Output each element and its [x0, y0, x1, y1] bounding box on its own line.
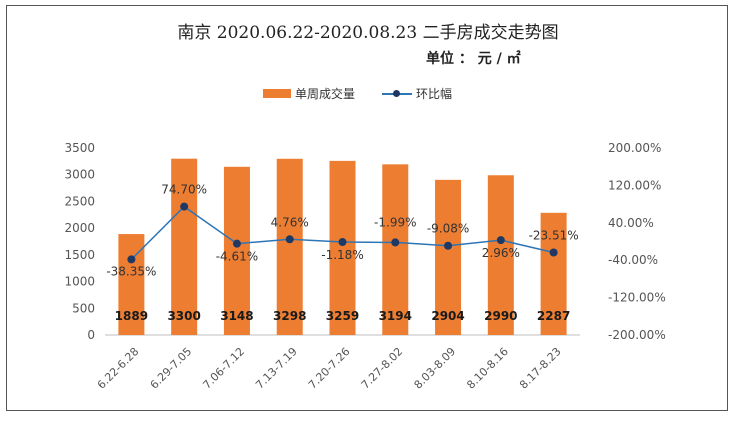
line-value-label: 2.96% — [482, 246, 520, 260]
right-axis-tick-label: 120.00% — [608, 178, 661, 192]
legend-line-label: 环比幅 — [416, 87, 453, 101]
category-tick-label: 7.27-8.02 — [359, 345, 406, 392]
bar — [487, 175, 514, 335]
chart-title: 南京 2020.06.22-2020.08.23 二手房成交走势图 — [177, 23, 559, 43]
line-value-label: 74.70% — [161, 183, 207, 197]
line-value-label: -23.51% — [529, 228, 579, 242]
legend-bar-swatch — [263, 89, 291, 98]
bar-value-label: 2904 — [431, 309, 464, 323]
right-axis-tick-label: -200.00% — [608, 328, 666, 342]
line-value-label: -38.35% — [106, 264, 156, 278]
line-value-label: -1.99% — [374, 215, 416, 229]
legend-item-bar: 单周成交量 — [263, 85, 355, 102]
left-axis-tick-label: 500 — [72, 301, 95, 315]
right-axis-tick-label: -40.00% — [608, 253, 658, 267]
left-axis-tick-label: 2500 — [64, 194, 95, 208]
left-axis-tick-label: 3000 — [64, 168, 95, 182]
unit-label: 单位 ： 元 / ㎡ — [426, 51, 521, 67]
category-tick-label: 6.22-6.28 — [95, 345, 142, 392]
line-marker — [338, 238, 347, 247]
left-axis-tick-label: 0 — [87, 328, 95, 342]
bar-value-label: 2287 — [537, 309, 570, 323]
line-marker — [285, 235, 294, 244]
right-axis-tick-label: -120.00% — [608, 291, 666, 305]
line-marker — [496, 236, 505, 245]
line-value-label: -4.61% — [216, 250, 258, 264]
line-value-label: -9.08% — [427, 222, 469, 236]
category-tick-label: 8.17-8.23 — [517, 345, 564, 392]
line-marker — [180, 202, 189, 211]
bar — [435, 179, 462, 335]
bar-value-label: 3259 — [326, 309, 359, 323]
bar-value-label: 1889 — [115, 309, 148, 323]
line-value-label: 4.76% — [271, 215, 309, 229]
bar-value-label: 3298 — [273, 309, 306, 323]
bar-value-label: 3300 — [167, 309, 200, 323]
line-marker — [391, 238, 400, 247]
bar — [382, 164, 409, 335]
legend-item-line: 环比幅 — [382, 85, 452, 102]
bar — [329, 160, 356, 335]
category-tick-label: 8.03-8.09 — [412, 345, 459, 392]
category-tick-label: 7.20-7.26 — [306, 345, 353, 392]
bar — [223, 166, 250, 335]
bar-value-label: 2990 — [484, 309, 517, 323]
legend-bar-label: 单周成交量 — [295, 87, 356, 101]
category-tick-label: 7.06-7.12 — [200, 345, 247, 392]
left-axis-tick-label: 1500 — [64, 248, 95, 262]
line-marker — [127, 255, 136, 264]
category-tick-label: 8.10-8.16 — [464, 345, 511, 392]
legend-line-swatch — [382, 89, 412, 98]
left-axis-tick-label: 1000 — [64, 275, 95, 289]
left-axis-tick-label: 2000 — [64, 221, 95, 235]
left-axis-tick-label: 3500 — [64, 141, 95, 155]
bar-value-label: 3194 — [379, 309, 412, 323]
category-tick-label: 7.13-7.19 — [253, 345, 300, 392]
bar-value-label: 3148 — [220, 309, 253, 323]
bar — [171, 158, 198, 335]
line-value-label: -1.18% — [321, 248, 363, 262]
category-tick-label: 6.29-7.05 — [148, 345, 195, 392]
bar — [540, 212, 567, 335]
right-axis-tick-label: 40.00% — [608, 216, 654, 230]
line-marker — [444, 241, 453, 250]
bar — [276, 158, 303, 335]
line-marker — [232, 239, 241, 248]
right-axis-tick-label: 200.00% — [608, 141, 661, 155]
line-marker — [549, 248, 558, 257]
chart-frame — [6, 5, 728, 411]
